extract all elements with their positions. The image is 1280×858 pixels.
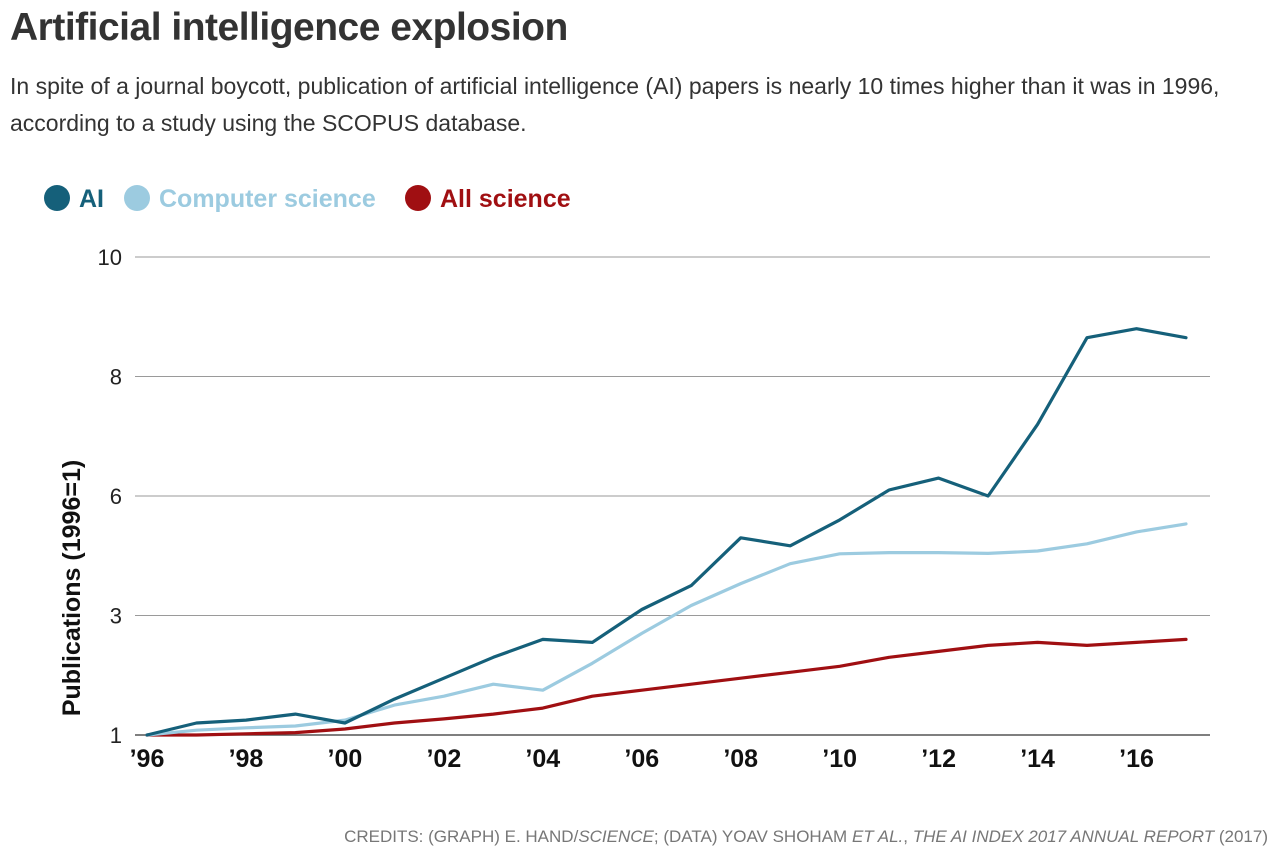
credits-prefix: CREDITS: (GRAPH) E. HAND/ xyxy=(344,827,579,846)
x-tick-label: ’12 xyxy=(921,745,956,773)
y-tick-label: 6 xyxy=(110,484,122,509)
x-tick-label: ’10 xyxy=(822,745,857,773)
x-tick-label: ’02 xyxy=(426,745,461,773)
y-tick-label: 3 xyxy=(110,604,122,629)
legend-marker xyxy=(44,185,70,211)
data-series xyxy=(145,327,1188,737)
series-line-computer-science xyxy=(145,522,1188,737)
x-tick-label: ’00 xyxy=(328,745,363,773)
legend-label: All science xyxy=(440,185,571,213)
credits-etal: ET AL. xyxy=(851,827,904,846)
line-chart: AI Computer science All science 1 3 6 8 10 ’96… xyxy=(44,185,1210,773)
legend-label: AI xyxy=(79,185,104,213)
credits: CREDITS: (GRAPH) E. HAND/SCIENCE; (DATA)… xyxy=(344,827,1268,847)
series-line-ai xyxy=(145,327,1188,737)
credits-comma: , xyxy=(903,827,913,846)
credits-mid: ; (DATA) YOAV SHOHAM xyxy=(653,827,852,846)
legend-marker xyxy=(405,185,431,211)
legend-marker xyxy=(124,185,150,211)
y-axis-ticks: 1 3 6 8 10 xyxy=(98,245,122,748)
x-tick-label: ’96 xyxy=(130,745,165,773)
legend-label: Computer science xyxy=(159,185,376,213)
chart-subtitle: In spite of a journal boycott, publicati… xyxy=(10,73,1220,136)
legend: AI Computer science All science xyxy=(44,185,571,213)
y-tick-label: 1 xyxy=(110,723,122,748)
chart-title: Artificial intelligence explosion xyxy=(10,6,568,49)
credits-year: (2017) xyxy=(1214,827,1268,846)
gridlines xyxy=(135,256,1210,736)
credits-source: SCIENCE xyxy=(578,827,654,846)
series-line-all-science xyxy=(145,637,1188,737)
x-tick-label: ’08 xyxy=(723,745,758,773)
x-tick-label: ’16 xyxy=(1119,745,1154,773)
y-tick-label: 8 xyxy=(110,365,122,390)
x-tick-label: ’98 xyxy=(229,745,264,773)
x-axis-ticks: ’96 ’98 ’00 ’02 ’04 ’06 ’08 ’10 ’12 ’14 ’16 xyxy=(130,745,1154,773)
y-axis-label: Publications (1996=1) xyxy=(58,460,86,716)
x-tick-label: ’06 xyxy=(624,745,659,773)
y-tick-label: 10 xyxy=(98,245,122,270)
x-tick-label: ’14 xyxy=(1020,745,1055,773)
credits-report: THE AI INDEX 2017 ANNUAL REPORT xyxy=(912,827,1215,846)
x-tick-label: ’04 xyxy=(525,745,560,773)
